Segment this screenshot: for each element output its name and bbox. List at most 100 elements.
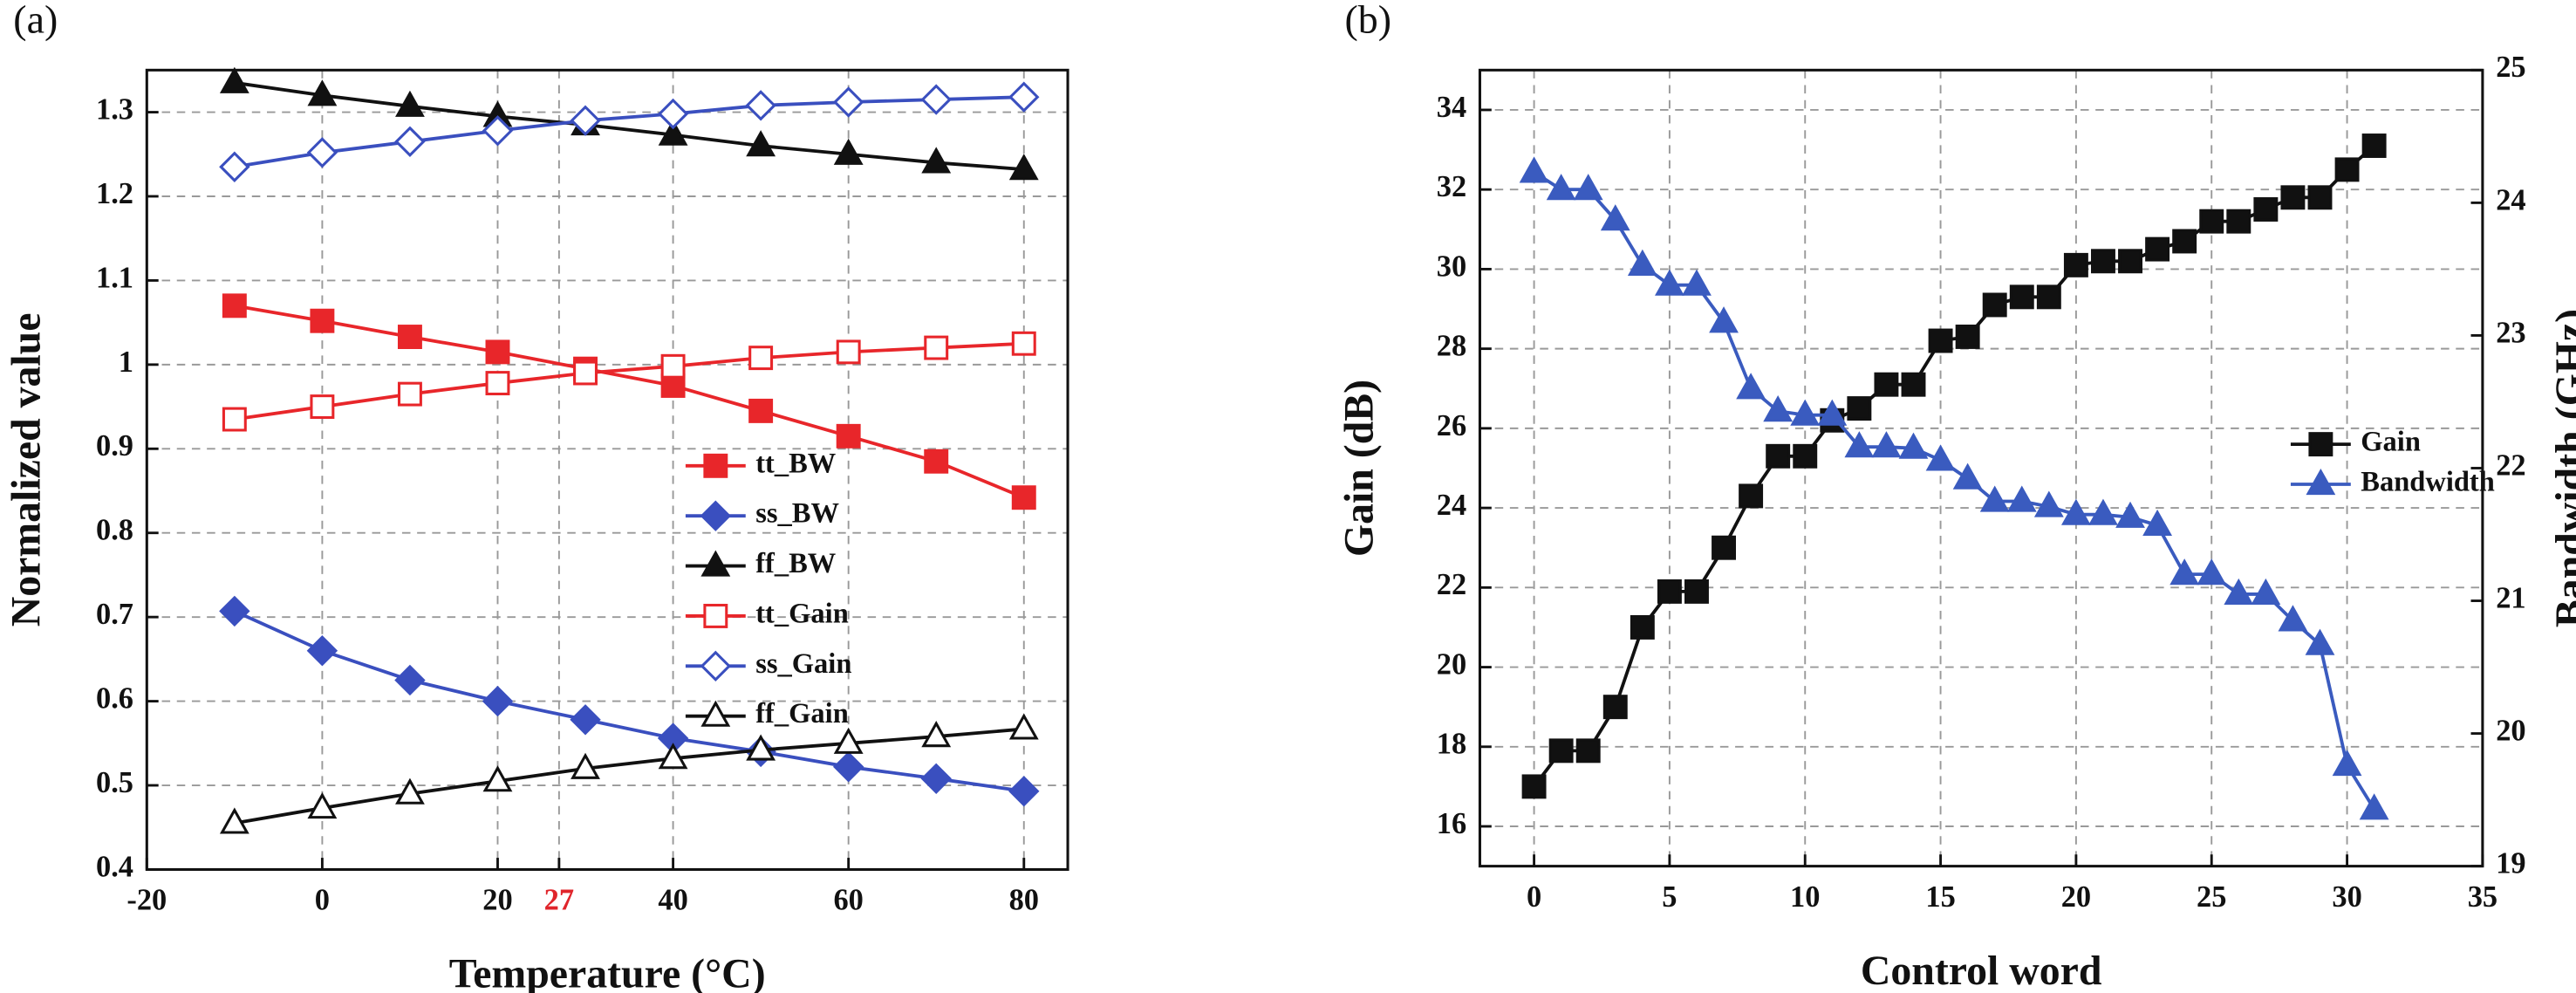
marker (222, 407, 247, 432)
y-tick-label: 0.8 (96, 514, 133, 547)
marker (219, 151, 250, 182)
panel-label: (b) (1345, 0, 1392, 41)
marker (1575, 738, 1601, 764)
marker (2361, 134, 2387, 158)
marker (1602, 695, 1628, 720)
marker (1519, 156, 1549, 183)
x-tick-label: 60 (833, 884, 863, 917)
marker (570, 105, 601, 136)
marker (2006, 485, 2037, 512)
marker (1008, 776, 1040, 807)
y-tick-label: 24 (1437, 489, 1466, 522)
marker (395, 90, 425, 117)
y2-tick-label: 23 (2496, 316, 2525, 349)
marker (307, 792, 338, 819)
marker (2305, 628, 2335, 655)
x-tick-label: 80 (1009, 884, 1039, 917)
x-tick-label: 0 (315, 884, 330, 917)
y-tick-label: 0.5 (96, 766, 133, 799)
x-tick-label: 5 (1662, 880, 1677, 914)
legend-label: Bandwidth (2361, 466, 2495, 497)
marker (2009, 284, 2034, 310)
marker (2251, 578, 2281, 606)
marker (2224, 578, 2254, 606)
x-tick-label: 20 (2061, 880, 2091, 914)
marker (1011, 485, 1036, 510)
y-axis-title: Normalized value (3, 313, 49, 627)
marker (2169, 558, 2200, 586)
x-axis-title: Temperature (°C) (449, 951, 766, 993)
marker (1952, 462, 1983, 490)
marker (1739, 483, 1764, 509)
marker (2091, 249, 2115, 274)
marker (485, 371, 510, 396)
marker (2307, 185, 2333, 210)
marker (746, 130, 776, 157)
marker (1682, 269, 1712, 296)
marker (836, 423, 861, 449)
legend-marker (2306, 468, 2336, 496)
marker (306, 137, 338, 168)
marker (2033, 490, 2064, 517)
marker (1901, 372, 1926, 397)
marker (920, 763, 952, 795)
y2-tick-label: 25 (2496, 51, 2525, 84)
x-tick-label: 30 (2332, 880, 2361, 914)
marker (1898, 432, 1929, 459)
marker (310, 394, 335, 420)
marker (1793, 443, 1818, 469)
marker (219, 595, 250, 627)
y-axis-title: Gain (dB) (1336, 380, 1383, 557)
y2-tick-label: 24 (2496, 183, 2525, 216)
marker (310, 308, 335, 333)
x-tick-label: 35 (2468, 880, 2497, 914)
marker (1548, 738, 1574, 764)
marker (1766, 443, 1791, 469)
legend-label: ff_Gain (755, 698, 849, 729)
x-tick-label: 0 (1527, 880, 1541, 914)
marker (1925, 444, 1956, 471)
marker (1736, 373, 1766, 400)
x-tick-label: 15 (1925, 880, 1955, 914)
marker (395, 777, 425, 805)
y-tick-label: 32 (1437, 170, 1466, 203)
y-tick-label: 20 (1437, 647, 1466, 681)
marker (219, 66, 249, 93)
marker (1982, 292, 2007, 318)
marker (1546, 174, 1576, 201)
y-tick-label: 18 (1437, 728, 1466, 761)
marker (1630, 614, 1655, 640)
marker (1874, 372, 1899, 397)
legend-marker (700, 500, 732, 531)
legend-marker (700, 700, 731, 727)
marker (833, 138, 864, 165)
marker (1979, 485, 2010, 512)
y-tick-label: 22 (1437, 568, 1466, 601)
marker (832, 751, 864, 783)
marker (1600, 204, 1630, 231)
marker (571, 752, 600, 779)
plot-frame (145, 68, 1069, 871)
marker (920, 84, 952, 115)
x-tick-label: -20 (126, 884, 167, 917)
series-line (234, 80, 1024, 172)
series-line (1533, 170, 2376, 811)
y-tick-label: 0.9 (96, 429, 133, 462)
legend-marker (700, 550, 731, 577)
marker (660, 353, 686, 379)
marker (485, 339, 510, 365)
y2-axis-title: Bandwidth (GHz) (2547, 309, 2576, 627)
marker (2334, 157, 2360, 182)
marker (1011, 331, 1036, 356)
marker (924, 335, 949, 360)
marker (924, 449, 949, 474)
marker (746, 734, 776, 761)
marker (2359, 793, 2389, 820)
marker (2063, 252, 2088, 277)
marker (1871, 431, 1902, 458)
x-axis-title: Control word (1861, 948, 2102, 993)
series-line (234, 609, 1025, 793)
marker (1521, 774, 1547, 799)
series-line (234, 727, 1024, 825)
